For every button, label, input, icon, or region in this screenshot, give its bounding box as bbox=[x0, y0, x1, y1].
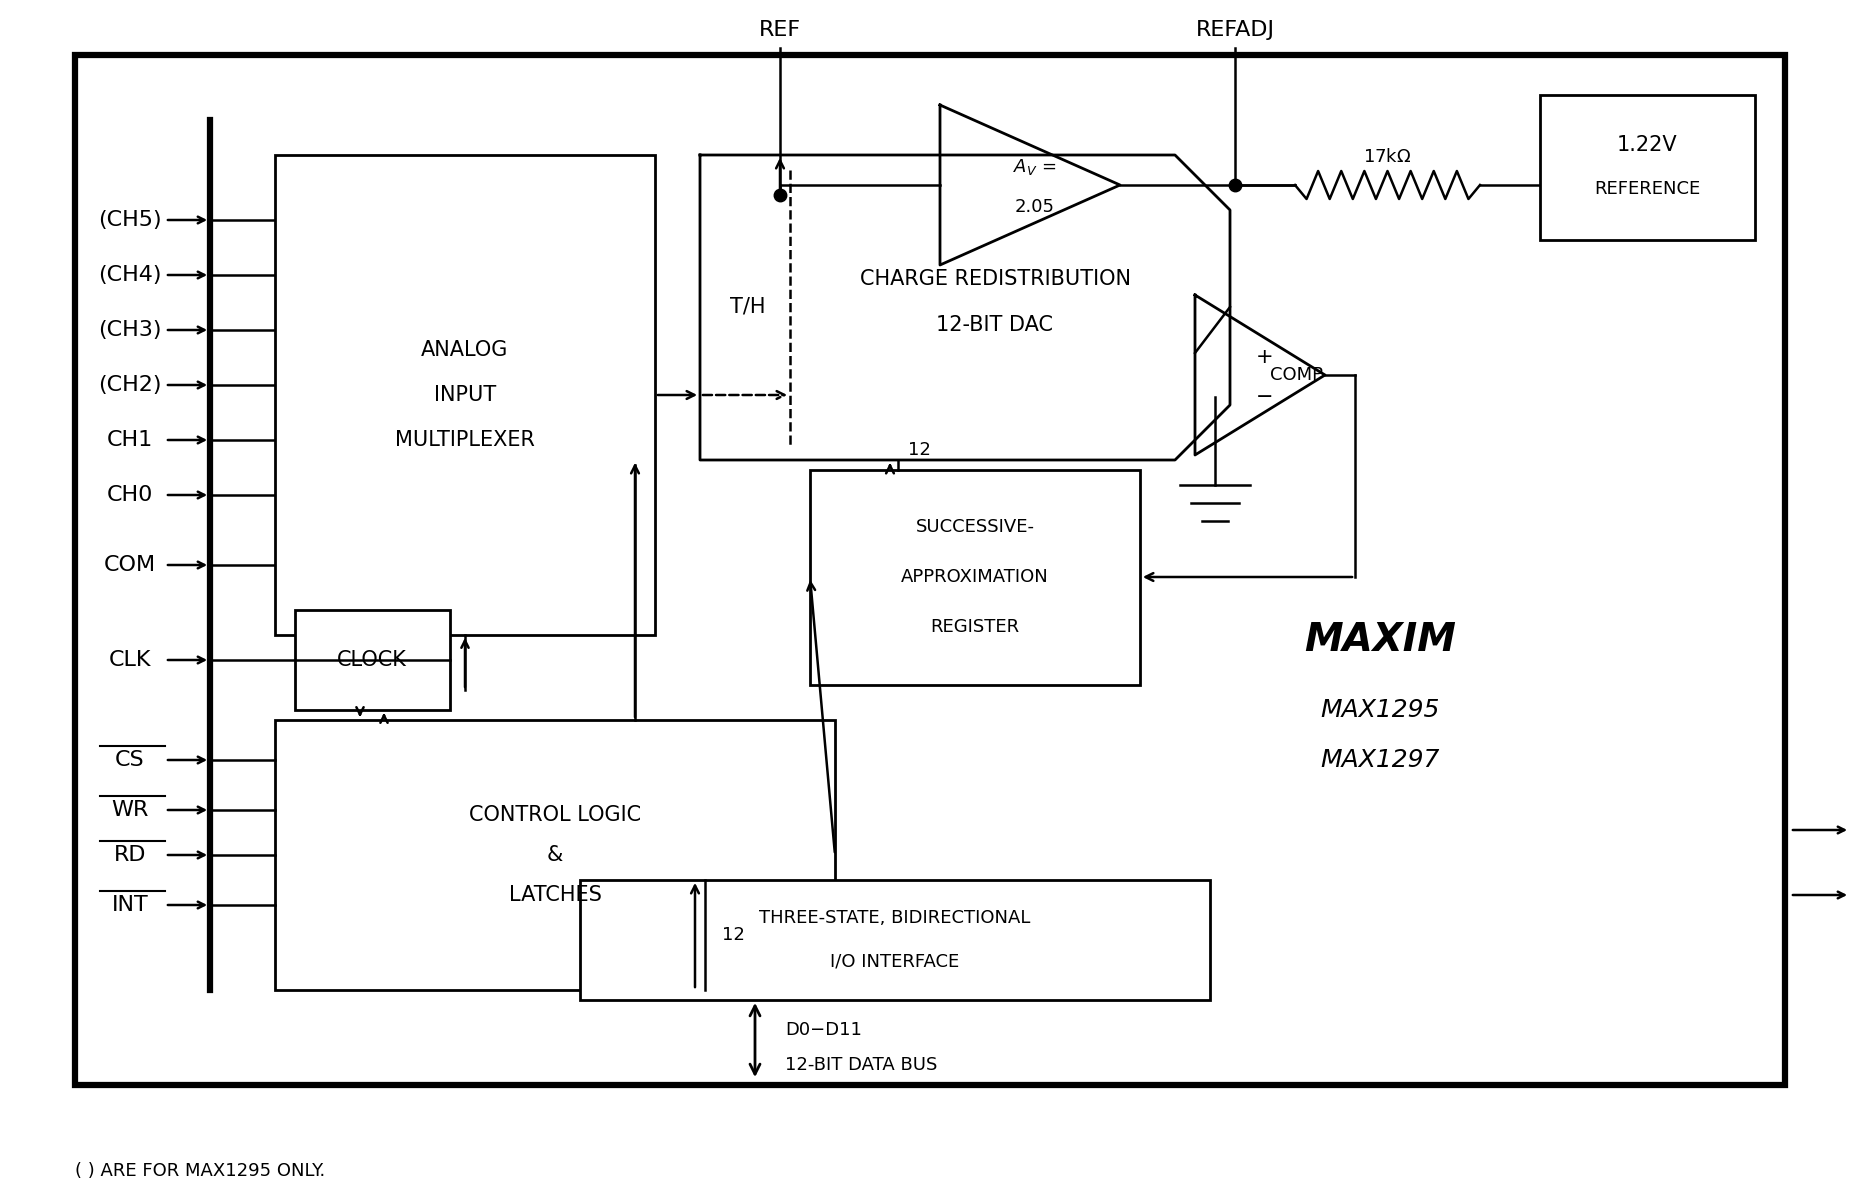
Text: CONTROL LOGIC: CONTROL LOGIC bbox=[469, 805, 641, 825]
Text: (CH5): (CH5) bbox=[98, 210, 161, 231]
Bar bbox=[74, 55, 1785, 1085]
Text: −: − bbox=[1256, 387, 1274, 407]
Text: 12: 12 bbox=[907, 441, 932, 459]
Text: MAXIM: MAXIM bbox=[1304, 621, 1456, 659]
Bar bbox=[580, 880, 1209, 1000]
Text: I/O INTERFACE: I/O INTERFACE bbox=[830, 954, 959, 970]
Text: INPUT: INPUT bbox=[433, 386, 496, 405]
Text: (CH2): (CH2) bbox=[98, 375, 161, 395]
Text: &: & bbox=[546, 846, 563, 865]
Text: 12: 12 bbox=[722, 926, 745, 944]
Bar bbox=[1541, 95, 1756, 240]
Text: CH0: CH0 bbox=[107, 485, 154, 504]
Text: MULTIPLEXER: MULTIPLEXER bbox=[394, 430, 535, 450]
Text: COMP: COMP bbox=[1270, 366, 1322, 384]
Text: 2.05: 2.05 bbox=[1015, 198, 1056, 216]
Text: COM: COM bbox=[104, 555, 156, 575]
Text: WR: WR bbox=[111, 800, 148, 820]
Text: 12-BIT DAC: 12-BIT DAC bbox=[937, 315, 1054, 335]
Text: REF: REF bbox=[759, 20, 802, 40]
Text: THREE-STATE, BIDIRECTIONAL: THREE-STATE, BIDIRECTIONAL bbox=[759, 909, 1032, 927]
Bar bbox=[809, 470, 1141, 685]
Text: SUCCESSIVE-: SUCCESSIVE- bbox=[915, 518, 1035, 536]
Text: REFADJ: REFADJ bbox=[1196, 20, 1274, 40]
Text: REFERENCE: REFERENCE bbox=[1595, 180, 1700, 198]
Text: ANALOG: ANALOG bbox=[420, 340, 509, 360]
Bar bbox=[274, 721, 835, 990]
Text: CH1: CH1 bbox=[107, 430, 154, 450]
Text: MAX1295: MAX1295 bbox=[1320, 698, 1439, 722]
Text: $A_V$ =: $A_V$ = bbox=[1013, 157, 1057, 177]
Bar bbox=[274, 155, 656, 635]
Text: CLK: CLK bbox=[109, 650, 152, 670]
Text: +: + bbox=[1256, 347, 1274, 368]
Text: MAX1297: MAX1297 bbox=[1320, 748, 1439, 772]
Text: T/H: T/H bbox=[730, 297, 765, 317]
Text: 17k$\Omega$: 17k$\Omega$ bbox=[1363, 148, 1411, 166]
Text: CS: CS bbox=[115, 749, 144, 770]
Text: LATCHES: LATCHES bbox=[509, 885, 602, 906]
Text: D0−D11: D0−D11 bbox=[785, 1021, 861, 1039]
Text: (CH3): (CH3) bbox=[98, 319, 161, 340]
Text: ( ) ARE FOR MAX1295 ONLY.: ( ) ARE FOR MAX1295 ONLY. bbox=[74, 1163, 326, 1181]
Text: INT: INT bbox=[111, 895, 148, 915]
Text: RD: RD bbox=[113, 846, 146, 865]
Text: 1.22V: 1.22V bbox=[1617, 135, 1678, 155]
Text: CHARGE REDISTRIBUTION: CHARGE REDISTRIBUTION bbox=[859, 269, 1130, 289]
Text: APPROXIMATION: APPROXIMATION bbox=[902, 568, 1048, 586]
Text: (CH4): (CH4) bbox=[98, 265, 161, 285]
Bar bbox=[294, 610, 450, 710]
Text: 12-BIT DATA BUS: 12-BIT DATA BUS bbox=[785, 1056, 937, 1074]
Text: CLOCK: CLOCK bbox=[337, 650, 407, 670]
Text: REGISTER: REGISTER bbox=[930, 619, 1020, 637]
